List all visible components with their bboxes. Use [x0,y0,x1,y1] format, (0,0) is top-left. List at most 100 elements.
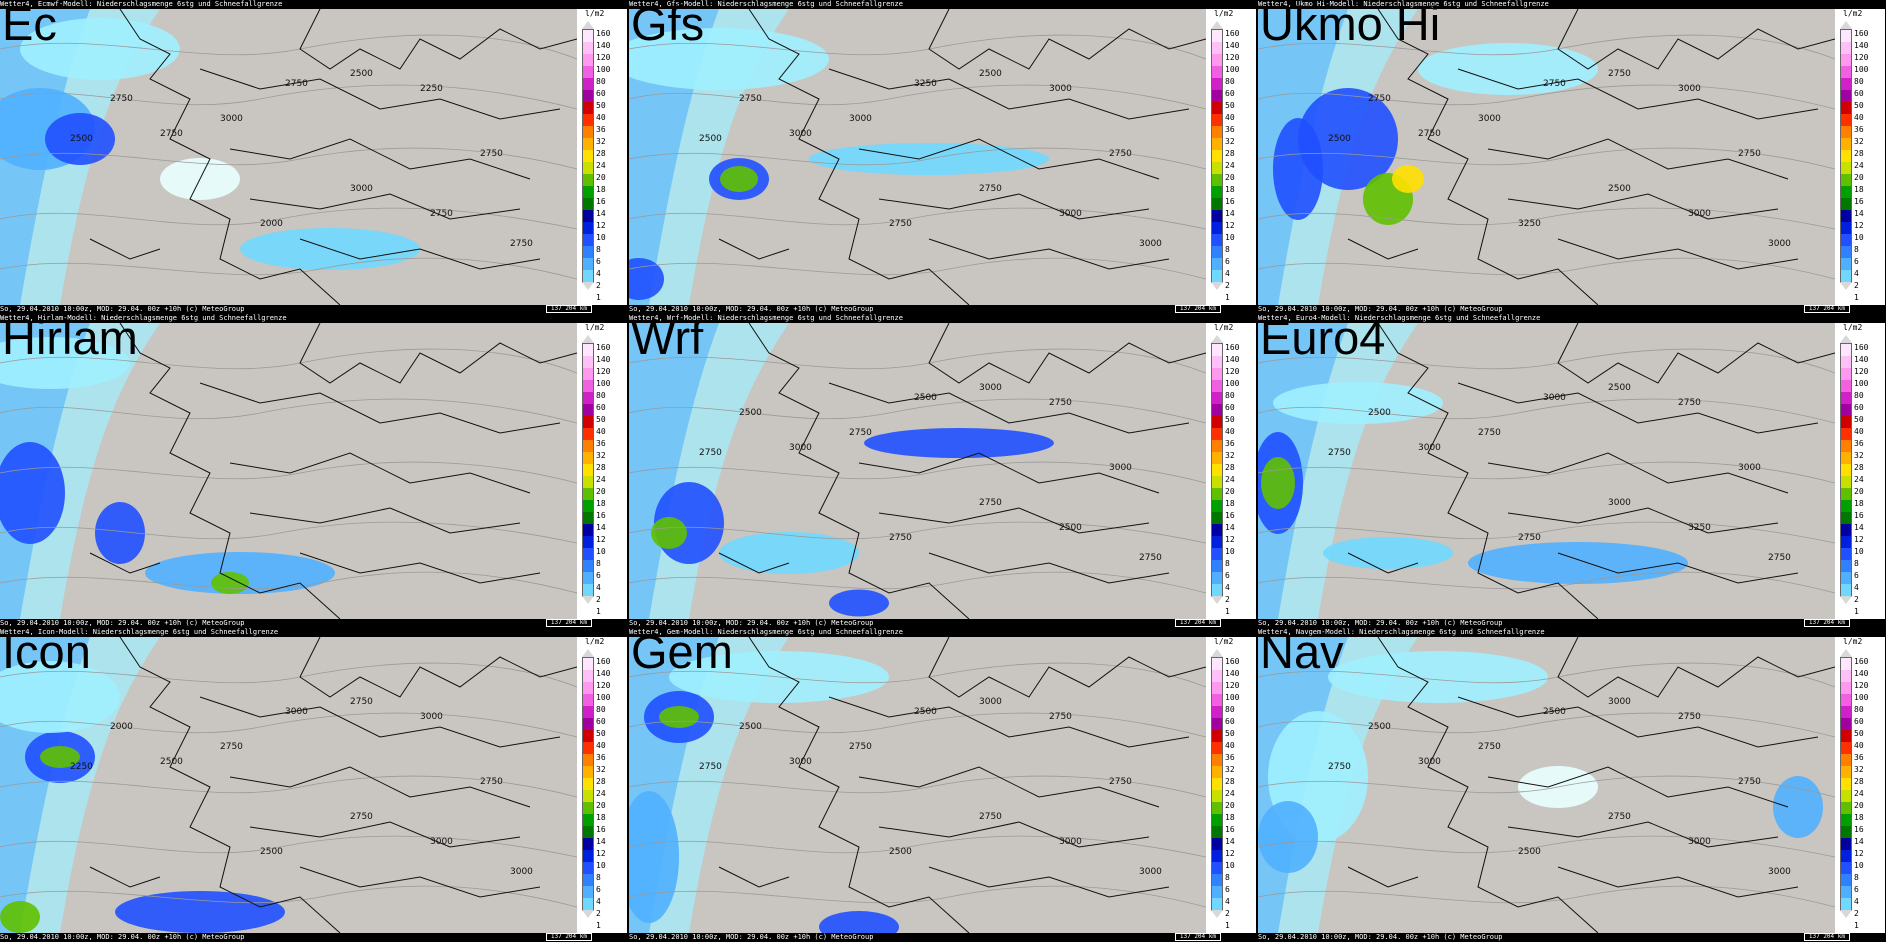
footer-run-info: So, 29.04.2010 10:00z, MOD: 29.04. 00z +… [1258,619,1503,627]
panel-footer-text: So, 29.04.2010 10:00z, MOD: 29.04. 00z +… [0,619,627,628]
legend-swatch [583,30,593,42]
legend-value: 1 [596,607,601,616]
footer-run-info: So, 29.04.2010 10:00z, MOD: 29.04. 00z +… [0,619,245,627]
legend-value: 28 [1854,777,1864,786]
legend-swatch [1841,742,1851,754]
legend-swatch [1212,78,1222,90]
legend-swatch [1841,126,1851,138]
legend-value: 36 [1854,125,1864,134]
legend-swatch [1212,898,1222,910]
legend-swatch [583,560,593,572]
isoline-label: 3000 [789,757,812,767]
legend-swatch [1212,536,1222,548]
panel-header-text: Wetter4, Icon-Modell: Niederschlagsmenge… [0,628,627,637]
legend-swatch [583,54,593,66]
legend-swatch [1841,536,1851,548]
legend-value: 10 [596,233,606,242]
isoline-label: 2750 [1608,69,1631,79]
legend-swatch [1841,440,1851,452]
legend-swatch [583,790,593,802]
panel-footer-text: So, 29.04.2010 10:00z, MOD: 29.04. 00z +… [629,933,1256,942]
legend-arrow-up-icon [582,335,594,343]
legend-value: 120 [596,367,611,376]
legend-swatch [1841,380,1851,392]
legend-swatch [1212,670,1222,682]
isoline-label: 3000 [1059,209,1082,219]
legend-value: 8 [1225,559,1230,568]
legend-swatch [1212,512,1222,524]
panel-footer-text: So, 29.04.2010 10:00z, MOD: 29.04. 00z +… [0,933,627,942]
panel-footer-text: So, 29.04.2010 10:00z, MOD: 29.04. 00z +… [1258,305,1885,314]
legend-swatch [583,258,593,270]
legend-swatch [1841,862,1851,874]
legend-swatch [583,512,593,524]
legend-value: 80 [1225,391,1235,400]
isoline-label: 2000 [110,722,133,732]
legend-value: 16 [1854,511,1864,520]
map-scale: 137 204 km [1803,619,1850,627]
map-panel-nav: Wetter4, Navgem-Modell: Niederschlagsmen… [1258,628,1885,942]
legend-value: 50 [1854,101,1864,110]
legend-swatch [1841,246,1851,258]
legend-value: 1 [1854,921,1859,930]
legend-arrow-down-icon [582,282,594,290]
legend-swatch [583,476,593,488]
legend-swatch [1212,270,1222,282]
legend-swatch [1841,682,1851,694]
legend-value: 80 [1854,77,1864,86]
legend-value: 160 [1854,29,1869,38]
isoline-label: 2750 [979,812,1002,822]
legend-arrow-down-icon [582,910,594,918]
legend-swatch [1841,392,1851,404]
legend-value: 60 [1225,403,1235,412]
legend-value: 40 [1854,427,1864,436]
isoline-label: 2000 [260,219,283,229]
legend-swatch [583,198,593,210]
isoline-label: 2500 [1543,707,1566,717]
isoline-label: 2500 [889,847,912,857]
legend-value: 24 [1854,789,1864,798]
isoline-label: 3000 [1139,867,1162,877]
legend-swatch [1212,368,1222,380]
map-canvas [1258,323,1835,619]
legend-swatch [583,210,593,222]
isoline-label: 3000 [1418,757,1441,767]
legend-swatch [1841,560,1851,572]
map-canvas [0,637,577,933]
map-panel-hirlam: Wetter4, Hirlam-Modell: Niederschlagsmen… [0,314,627,628]
legend-value: 60 [1225,717,1235,726]
legend-value: 24 [1854,161,1864,170]
legend-value: 24 [1225,475,1235,484]
map-scale: 137 204 km [1803,933,1850,941]
legend-value: 120 [1854,367,1869,376]
legend-value: 28 [1225,463,1235,472]
legend-value: 8 [596,559,601,568]
isoline-label: 3000 [1543,393,1566,403]
legend-value: 40 [1854,741,1864,750]
legend-swatch [583,344,593,356]
legend-value: 50 [596,729,606,738]
legend-value: 6 [596,257,601,266]
legend-value: 1 [1225,607,1230,616]
legend-value: 12 [596,221,606,230]
legend-swatch [1841,826,1851,838]
legend-value: 8 [1225,873,1230,882]
legend-value: 16 [1854,825,1864,834]
legend-value: 40 [1225,741,1235,750]
map-panel-wrf: Wetter4, Wrf-Modell: Niederschlagsmenge … [629,314,1256,628]
legend-value: 160 [1854,657,1869,666]
legend-swatch [1212,682,1222,694]
map-canvas [1258,9,1835,305]
legend-value: 28 [596,463,606,472]
legend-swatch [583,428,593,440]
precip-legend: l/m2 160 140 120 100 80 60 50 40 36 32 28 24 20 18 16 14… [1206,323,1256,628]
legend-swatch [1212,850,1222,862]
legend-value: 14 [1854,523,1864,532]
legend-swatch [583,826,593,838]
legend-value: 20 [1854,801,1864,810]
legend-value: 20 [1225,487,1235,496]
legend-arrow-up-icon [1840,21,1852,29]
legend-value: 120 [596,681,611,690]
legend-swatch [1841,54,1851,66]
legend-swatch [1212,344,1222,356]
